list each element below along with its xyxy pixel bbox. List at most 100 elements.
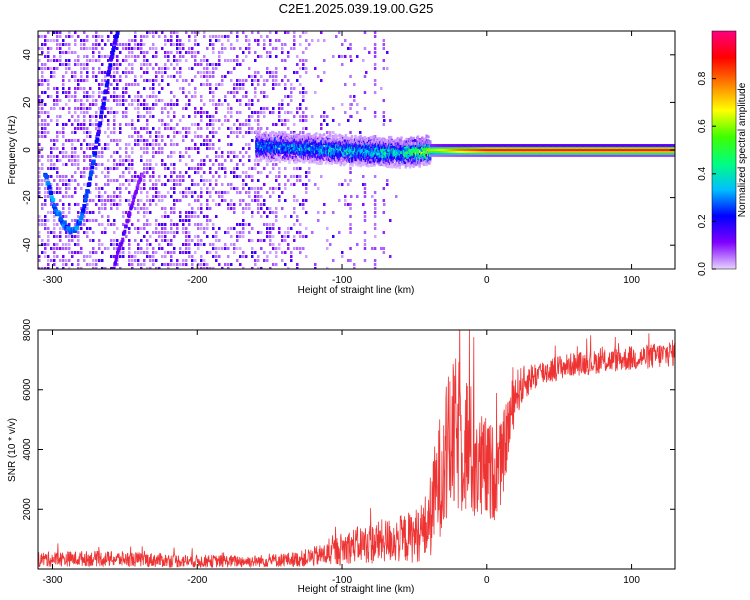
heatmap-cell [155,151,158,154]
heatmap-cell [167,267,170,269]
heatmap-cell [218,139,221,142]
heatmap-cell [152,67,155,70]
heatmap-cell [38,107,41,110]
heatmap-cell [126,218,130,223]
heatmap-cell [341,251,344,254]
heatmap-cell [248,191,251,194]
heatmap-cell [239,231,242,234]
heatmap-cell [146,251,149,254]
heatmap-cell [83,151,86,154]
heatmap-cell [398,166,401,170]
heatmap-cell [200,167,203,170]
heatmap-cell [77,267,80,269]
heatmap-cell [206,267,209,269]
heatmap-cell [275,263,278,266]
heatmap-cell [38,167,41,170]
heatmap-cell [98,83,101,86]
heatmap-cell [86,135,89,138]
heatmap-cell [349,161,353,165]
heatmap-cell [397,159,401,163]
heatmap-cell [143,187,146,190]
heatmap-cell [362,175,365,178]
heatmap-cell [47,83,50,86]
heatmap-cell [107,223,110,226]
heatmap-cell [125,187,128,190]
heatmap-cell [140,267,143,269]
heatmap-cell [173,75,176,78]
heatmap-cell [119,242,123,247]
heatmap-cell [323,71,326,74]
heatmap-cell [71,159,74,162]
heatmap-cell [149,179,152,182]
heatmap-cell [152,35,155,38]
heatmap-cell [74,119,77,122]
heatmap-cell [179,251,182,254]
heatmap-cell [363,135,367,139]
heatmap-cell [77,87,80,90]
heatmap-cell [248,123,251,126]
heatmap-cell [371,195,374,198]
heatmap-cell [295,133,299,137]
heatmap-cell [101,47,104,50]
heatmap-cell [315,132,318,136]
heatmap-cell [311,115,314,118]
heatmap-cell [86,131,89,134]
heatmap-cell [359,131,362,134]
heatmap-cell [236,119,239,122]
heatmap-cell [251,255,254,258]
heatmap-cell [287,95,290,98]
heatmap-cell [268,159,271,163]
heatmap-cell [296,137,300,141]
heatmap-cell [62,151,65,154]
heatmap-cell [116,43,119,46]
heatmap-cell [212,187,215,190]
heatmap-cell [269,111,272,114]
heatmap-cell [233,87,236,90]
heatmap-cell [356,140,360,144]
heatmap-cell [50,75,53,78]
heatmap-cell [254,163,257,166]
heatmap-cell [257,207,260,210]
heatmap-cell [382,231,386,234]
heatmap-cell [173,171,176,174]
heatmap-cell [269,211,272,214]
heatmap-cell [49,191,54,196]
heatmap-cell [299,203,302,206]
heatmap-cell [206,115,209,118]
heatmap-cell [230,127,233,130]
heatmap-cell [146,51,149,54]
heatmap-cell [77,63,80,66]
heatmap-cell [218,255,221,258]
heatmap-cell [107,35,110,38]
heatmap-cell [74,251,77,254]
heatmap-cell [86,207,89,210]
heatmap-cell [104,79,107,82]
heatmap-cell [170,163,173,166]
heatmap-cell [107,107,110,110]
heatmap-cell [98,114,103,119]
heatmap-cell [363,259,367,262]
heatmap-cell [128,231,131,234]
heatmap-cell [356,111,359,114]
heatmap-cell [260,91,263,94]
heatmap-cell [125,179,128,182]
heatmap-cell [185,51,188,54]
heatmap-cell [227,107,230,110]
heatmap-cell [317,219,320,222]
heatmap-cell [215,107,218,110]
heatmap-cell [119,147,122,150]
heatmap-cell [302,235,305,238]
heatmap-cell [278,115,281,118]
heatmap-cell [170,231,173,234]
heatmap-cell [182,243,185,246]
heatmap-cell [335,160,339,164]
heatmap-cell [373,63,377,66]
heatmap-cell [185,219,188,222]
heatmap-cell [158,267,161,269]
heatmap-cell [248,143,251,146]
heatmap-cell [143,143,146,146]
heatmap-cell [373,35,377,38]
heatmap-cell [83,39,86,42]
heatmap-cell [274,154,277,158]
heatmap-cell [140,39,143,42]
